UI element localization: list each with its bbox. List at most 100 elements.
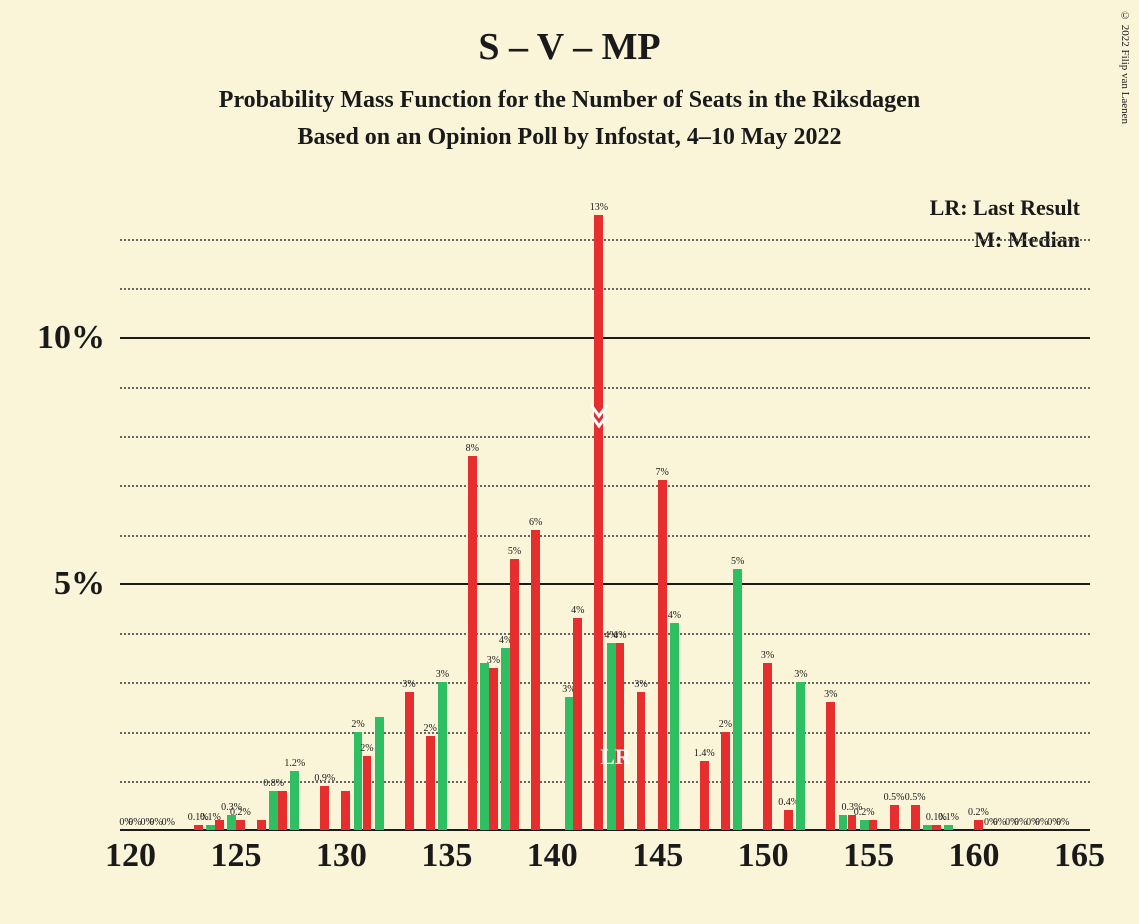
bar-green: 0.8% [269,791,278,830]
bar-red: 2% [721,732,730,830]
bar-label: 0.2% [230,807,251,818]
x-axis-label: 165 [1054,837,1105,875]
bar-green: 0.1% [944,825,953,830]
bar-label: 2% [719,719,732,730]
chart-subtitle-2: Based on an Opinion Poll by Infostat, 4–… [0,124,1139,151]
bar-red: 0.4% [784,810,793,830]
bar-red [869,820,878,830]
bar-red: 4% [616,643,625,830]
chart-subtitle-1: Probability Mass Function for the Number… [0,87,1139,114]
bar-red: 0.1% [194,825,203,830]
bar-label: 8% [466,443,479,454]
gridline-major [120,337,1090,339]
bar-green: 4% [670,623,679,830]
bar-red: 3% [763,663,772,830]
x-axis-label: 125 [210,837,261,875]
bar-label: 6% [529,517,542,528]
bar-label: 0% [162,817,175,828]
bar-label: 2% [360,743,373,754]
bar-label: 3% [436,669,449,680]
bar-red: 8% [468,456,477,830]
x-axis-label: 140 [527,837,578,875]
bar-green [480,663,489,830]
bar-label: 2% [424,723,437,734]
bar-red [215,820,224,830]
bar-label: 0.5% [905,792,926,803]
bar-label: 1.4% [694,748,715,759]
bar-label: 3% [487,655,500,666]
bar-red: 0.5% [911,805,920,830]
legend: LR: Last Result M: Median [930,195,1080,259]
x-axis-label: 150 [738,837,789,875]
bar-label: 0.8% [263,778,284,789]
x-axis-label: 130 [316,837,367,875]
bar-red [257,820,266,830]
bar-green: 3% [796,682,805,830]
bar-red: 5% [510,559,519,830]
bar-red: 7% [658,480,667,830]
chart-title: S – V – MP [0,25,1139,69]
bar-green: 4% [501,648,510,830]
bar-red: 3% [826,702,835,830]
bar-red: 1.4% [700,761,709,830]
bar-green: 4% [607,643,616,830]
x-axis-label: 160 [949,837,1000,875]
bar-red: 3% [405,692,414,830]
x-axis-label: 135 [421,837,472,875]
bar-label: 3% [402,679,415,690]
bar-red: 2% [363,756,372,830]
bar-green: 3% [565,697,574,830]
copyright: © 2022 Filip van Laenen [1119,10,1131,124]
bar-label: 0.2% [854,807,875,818]
bar-green: 0.2% [860,820,869,830]
bar-label: 0.1% [938,812,959,823]
bar-label: 3% [634,679,647,690]
bar-red: 0.1% [932,825,941,830]
bar-red: 6% [531,530,540,830]
bar-green: 3% [438,682,447,830]
gridline-minor [120,239,1090,241]
bar-green [839,815,848,830]
gridline-minor [120,535,1090,537]
y-axis-label: 10% [37,319,105,357]
bar-label: 4% [668,610,681,621]
bar-label: 7% [655,467,668,478]
bar-green: 5% [733,569,742,830]
x-axis-label: 145 [632,837,683,875]
gridline-minor [120,682,1090,684]
bar-red: 0.2% [974,820,983,830]
bar-red: 3% [637,692,646,830]
bar-green: 0.1% [206,825,215,830]
bar-label: 4% [571,605,584,616]
gridline-minor [120,732,1090,734]
bar-green [375,717,384,830]
bar-label: 3% [794,669,807,680]
x-axis-label: 155 [843,837,894,875]
bar-red [341,791,350,830]
lr-marker: LR [600,744,631,770]
bar-red: 13% [594,215,603,830]
bar-label: 0.5% [884,792,905,803]
gridline-minor [120,387,1090,389]
bar-red: 0.2% [236,820,245,830]
bar-label: 0.9% [314,773,335,784]
x-axis-label: 120 [105,837,156,875]
bar-label: 1.2% [284,758,305,769]
gridline-minor [120,288,1090,290]
plot-area: LR: Last Result M: Median 5%10%120125130… [120,190,1090,830]
bar-label: 5% [731,556,744,567]
y-axis-label: 5% [54,565,105,603]
bar-green: 1.2% [290,771,299,830]
bar-label: 0% [1056,817,1069,828]
legend-lr: LR: Last Result [930,195,1080,221]
bar-label: 3% [824,689,837,700]
bar-label: 4% [613,630,626,641]
bar-label: 13% [590,202,608,213]
bar-label: 3% [761,650,774,661]
bar-red: 2% [426,736,435,830]
bar-label: 2% [351,719,364,730]
bar-red: 3% [489,668,498,830]
bar-green [923,825,932,830]
title-block: S – V – MP Probability Mass Function for… [0,0,1139,151]
bar-red: 0.5% [890,805,899,830]
